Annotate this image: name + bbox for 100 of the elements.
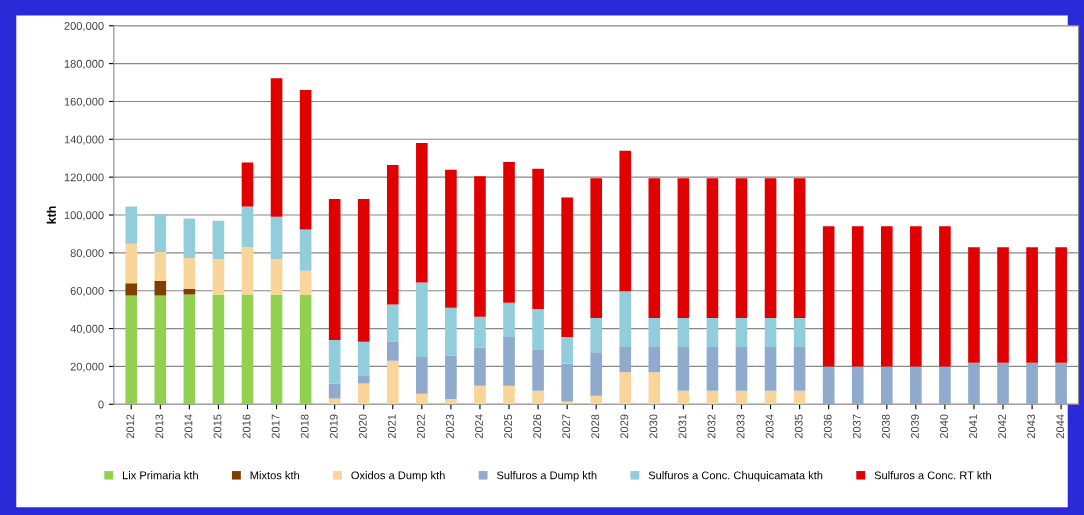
y-tick-label: 160,000 bbox=[64, 97, 104, 107]
y-axis-title: kth bbox=[46, 206, 56, 224]
bar bbox=[503, 302, 515, 337]
bar bbox=[183, 218, 196, 258]
bar bbox=[910, 226, 922, 367]
bar bbox=[503, 336, 515, 386]
x-tick-label: 2020 bbox=[358, 414, 367, 439]
bar bbox=[880, 226, 893, 367]
legend-label: Oxidos a Dump kth bbox=[351, 471, 445, 482]
y-tick-label: 140,000 bbox=[64, 135, 104, 145]
x-tick-label: 2032 bbox=[707, 414, 716, 439]
bar bbox=[590, 178, 603, 318]
bar bbox=[532, 349, 544, 391]
x-tick-label: 2014 bbox=[184, 414, 193, 439]
bar bbox=[503, 162, 515, 303]
bar bbox=[299, 294, 312, 405]
bar bbox=[416, 356, 428, 394]
bar bbox=[212, 220, 225, 259]
x-tick-label: 2015 bbox=[213, 414, 222, 439]
x-tick-label: 2034 bbox=[765, 414, 774, 439]
bar bbox=[357, 198, 370, 342]
bar bbox=[822, 226, 835, 367]
bar bbox=[735, 346, 748, 391]
bar bbox=[183, 288, 196, 295]
x-tick-label: 2044 bbox=[1056, 414, 1065, 439]
y-tick-label: 0 bbox=[98, 400, 104, 409]
x-tick-label: 2027 bbox=[562, 414, 571, 439]
bar bbox=[445, 307, 457, 356]
y-tick-label: 120,000 bbox=[64, 173, 104, 183]
x-tick-label: 2018 bbox=[300, 414, 309, 439]
bar bbox=[968, 247, 980, 363]
bar bbox=[764, 346, 777, 391]
bar bbox=[939, 366, 951, 405]
bar bbox=[241, 247, 254, 295]
x-tick-label: 2038 bbox=[881, 414, 890, 439]
bar bbox=[910, 366, 922, 405]
bar bbox=[1026, 247, 1038, 363]
x-tick-label: 2039 bbox=[910, 414, 919, 439]
bar bbox=[154, 295, 167, 405]
bar bbox=[648, 317, 661, 347]
bar bbox=[764, 390, 777, 405]
bar bbox=[125, 283, 138, 296]
bar bbox=[386, 360, 399, 405]
bar bbox=[968, 362, 980, 405]
bar bbox=[328, 339, 341, 384]
x-tick-label: 2036 bbox=[823, 414, 832, 439]
bar bbox=[619, 372, 632, 405]
y-tick-label: 100,000 bbox=[64, 211, 104, 221]
bar bbox=[648, 372, 661, 405]
bar bbox=[125, 206, 138, 244]
x-tick-label: 2017 bbox=[271, 414, 280, 439]
y-tick-label: 20,000 bbox=[70, 362, 104, 372]
x-tick-label: 2016 bbox=[242, 414, 251, 439]
bar bbox=[212, 294, 225, 405]
bar bbox=[299, 229, 312, 271]
x-tick-label: 2028 bbox=[591, 414, 600, 439]
bar bbox=[880, 366, 893, 405]
bar bbox=[125, 243, 138, 284]
y-tick-label: 60,000 bbox=[70, 286, 104, 297]
bar bbox=[445, 169, 457, 308]
bar bbox=[416, 393, 428, 405]
x-tick-label: 2013 bbox=[155, 414, 164, 439]
bar bbox=[561, 197, 573, 337]
bar bbox=[154, 280, 167, 296]
bar bbox=[241, 162, 254, 207]
bar bbox=[677, 178, 690, 318]
x-tick-label: 2019 bbox=[329, 414, 338, 439]
x-tick-label: 2043 bbox=[1027, 414, 1036, 439]
bar bbox=[474, 347, 486, 386]
bar bbox=[793, 317, 806, 347]
bar bbox=[735, 390, 748, 405]
bar bbox=[793, 390, 806, 405]
bar bbox=[270, 258, 283, 295]
bar bbox=[357, 375, 370, 384]
x-tick-label: 2029 bbox=[620, 414, 629, 439]
bar bbox=[561, 401, 573, 405]
bar bbox=[416, 282, 428, 357]
bar bbox=[997, 247, 1009, 363]
x-tick-label: 2030 bbox=[649, 414, 658, 439]
legend-label: Sulfuros a Conc. RT kth bbox=[874, 471, 991, 480]
bar bbox=[357, 341, 370, 376]
bar bbox=[532, 390, 544, 405]
x-tick-label: 2040 bbox=[940, 414, 948, 439]
bar bbox=[445, 355, 457, 399]
bar bbox=[677, 346, 690, 391]
bar bbox=[822, 366, 835, 405]
bar bbox=[416, 143, 428, 283]
x-tick-label: 2035 bbox=[794, 414, 803, 439]
bar bbox=[154, 214, 167, 253]
legend-label: Sulfuros a Conc. Chuquicamata kth bbox=[648, 471, 823, 482]
bar bbox=[735, 317, 748, 347]
bar bbox=[561, 363, 573, 402]
bar bbox=[677, 317, 690, 347]
legend-label: Sulfuros a Dump kth bbox=[496, 471, 597, 482]
bar bbox=[386, 304, 399, 342]
x-tick-label: 2026 bbox=[533, 414, 542, 439]
bar bbox=[357, 383, 370, 405]
bar bbox=[386, 165, 399, 305]
bar bbox=[212, 258, 225, 295]
bar bbox=[677, 390, 690, 405]
